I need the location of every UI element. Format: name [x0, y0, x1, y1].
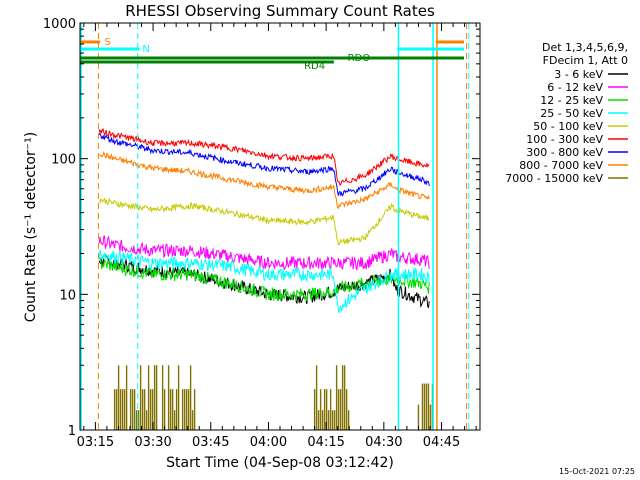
- flag-label-n: N: [142, 44, 149, 55]
- legend-entry-label: 800 - 7000 keV: [519, 159, 603, 172]
- legend-entry-label: 50 - 100 keV: [533, 120, 603, 133]
- flag-label-rd4: RD4: [304, 61, 325, 72]
- x-tick-label: 04:45: [423, 435, 460, 450]
- legend-entry-label: 6 - 12 keV: [547, 81, 603, 94]
- x-tick-label: 04:15: [307, 435, 344, 450]
- flag-label-s: S: [105, 37, 111, 48]
- series-line-2: [98, 257, 430, 302]
- series-line-7: [99, 150, 430, 210]
- y-tick-label: 10: [59, 288, 76, 303]
- x-tick-label: 04:30: [365, 435, 402, 450]
- x-tick-label: 03:45: [192, 435, 229, 450]
- axes: 03:15 03:30 03:45 04:00 04:15 04:30 04:45 1 10 10…: [43, 17, 481, 450]
- legend-header-line: FDecim 1, Att 0: [543, 54, 628, 67]
- legend-entry-label: 12 - 25 keV: [540, 94, 603, 107]
- flag-label-rdo: RDO: [348, 53, 371, 64]
- footer-date: 15-Oct-2021 07:25: [559, 467, 635, 476]
- series-line-3: [98, 249, 430, 314]
- y-tick-label: 1000: [43, 17, 76, 32]
- legend-entry-label: 25 - 50 keV: [540, 107, 603, 120]
- background-bars: [113, 365, 434, 430]
- series-line-4: [98, 197, 430, 246]
- x-tick-label: 03:30: [134, 435, 171, 450]
- legend-entry-label: 300 - 800 keV: [526, 146, 603, 159]
- y-tick-label: 1: [68, 424, 76, 439]
- x-tick-label: 03:15: [77, 435, 114, 450]
- y-tick-label: 100: [51, 153, 76, 168]
- x-tick-label: 04:00: [250, 435, 287, 450]
- chart-title: RHESSI Observing Summary Count Rates: [125, 2, 435, 20]
- legend-entry-label: 3 - 6 keV: [554, 68, 603, 81]
- x-axis-label: Start Time (04-Sep-08 03:12:42): [166, 455, 394, 471]
- legend-header-line: Det 1,3,4,5,6,9,: [542, 41, 628, 54]
- legend-entry-label: 7000 - 15000 keV: [505, 172, 603, 185]
- legend-entry-label: 100 - 300 keV: [526, 133, 603, 146]
- series-layer: [98, 128, 430, 314]
- series-line-5: [98, 128, 430, 187]
- y-axis-label: Count Rate (s⁻¹ detector⁻¹): [23, 132, 39, 322]
- legend: Det 1,3,4,5,6,9,FDecim 1, Att 03 - 6 keV…: [505, 41, 628, 185]
- flags: S N RDO RD4: [80, 23, 470, 430]
- series-line-1: [98, 235, 430, 271]
- series-line-6: [98, 132, 430, 197]
